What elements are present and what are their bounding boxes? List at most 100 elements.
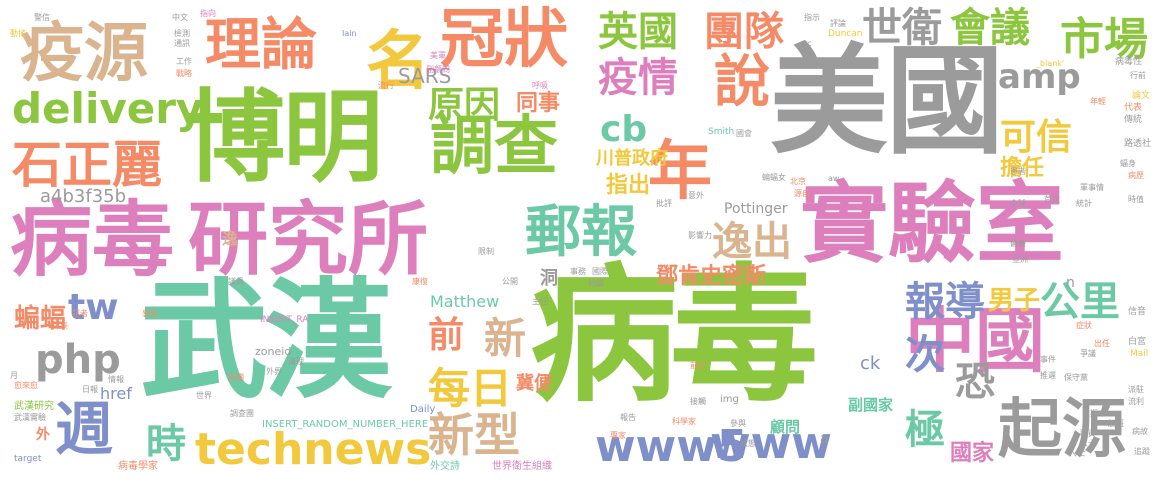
word-jibian: 冀便: [516, 373, 552, 394]
word-insert: INSERT_RANDOM_NUMBER_HERE: [262, 419, 429, 430]
word-pottinger: Pottinger: [724, 201, 788, 217]
word-xinwen: 信音: [1128, 307, 1147, 317]
word-shi: 時: [146, 421, 186, 467]
word-dong: 洞: [540, 268, 558, 289]
word-matthew: Matthew: [430, 292, 500, 311]
word-danren: 擔任: [1000, 156, 1045, 181]
word-baigong: 白宮: [1128, 337, 1147, 347]
word-kong: 恐: [955, 359, 995, 405]
word-sars: SARS: [398, 64, 452, 88]
word-yuezhi: 月: [10, 371, 18, 380]
word-shichang: 市場: [1060, 14, 1148, 65]
word-boming: 博明: [185, 79, 383, 196]
word-paixi: 派駐: [1128, 385, 1144, 394]
word-beijing: 北京: [790, 177, 806, 186]
word-shijieweisheng: 世界衛生組織: [492, 461, 552, 472]
word-gongli: 公里: [1040, 279, 1120, 325]
word-href: href: [100, 384, 132, 403]
word-bingduxuejia: 病毒學家: [118, 461, 158, 472]
word-junshi: 軍事情: [1080, 183, 1104, 192]
word-src: src: [800, 39, 812, 48]
word-yingguo: 英國: [598, 9, 678, 55]
word-guwen: 顧問: [770, 418, 801, 436]
word-iain: Iain: [342, 29, 357, 38]
word-shizhengli: 石正麗: [12, 136, 162, 194]
word-xiangguan: 相關: [588, 279, 604, 288]
word-pinglun: 評論: [830, 19, 846, 28]
word-img: img: [720, 394, 739, 405]
word-yuanyin: 原因: [428, 85, 501, 126]
word-baoshou: 保守黨: [1064, 373, 1088, 382]
word-huijing: 回溯: [228, 373, 244, 382]
word-zhanlue: 戰略: [176, 69, 192, 78]
word-liuyi: 流利: [1128, 397, 1144, 406]
word-yinyuan: 議員: [228, 277, 244, 286]
word-gongkai: 公開: [502, 277, 518, 286]
word-wuhan: 武漢: [140, 267, 392, 416]
word-bianfu: 蝙蝠: [14, 304, 67, 334]
word-a: a: [820, 431, 829, 447]
word-tw: tw: [68, 287, 119, 328]
word-qingli: 清理: [288, 357, 304, 366]
word-kexin: 可信: [1000, 117, 1073, 158]
word-bingduxing: 病毒性: [1115, 57, 1143, 67]
word-zhishi: 指示: [804, 13, 820, 22]
word-lunwen: 論文: [1132, 91, 1151, 101]
word-www5: www5: [595, 421, 748, 472]
word-php: php: [35, 337, 121, 383]
word-xianzhi: 限制: [478, 247, 494, 256]
word-gongzuo: 工作: [176, 57, 192, 66]
word-ganran: 感染: [142, 309, 158, 318]
word-nianqing: 年輕: [1090, 97, 1106, 106]
word-zoneid: zoneid: [255, 345, 292, 358]
word-shiyanshi: 實驗室: [800, 172, 1065, 275]
word-zhichu: 指出: [606, 173, 651, 198]
word-wuhanyanjiu: 武漢研究: [14, 401, 54, 412]
word-luxunshe: 路透社: [1124, 139, 1152, 149]
word-rihe: 日報: [82, 385, 98, 394]
word-liuxing: 流行: [378, 81, 394, 90]
word-diaocha: 調查: [430, 110, 558, 184]
word-mail: Mail: [1130, 349, 1149, 359]
word-ji: 極: [905, 407, 945, 453]
word-ck: ck: [860, 353, 881, 374]
word-kangying: 康復: [412, 277, 428, 286]
word-wuhanshiyan: 武漢實驗: [14, 413, 46, 422]
word-renshi: 人士: [1068, 449, 1087, 459]
word-shuo: 說: [714, 50, 770, 115]
word-youbao: 郵報: [525, 200, 637, 265]
word-huiyi: 會議: [950, 5, 1030, 51]
word-delivery: delivery: [12, 84, 204, 133]
word-qiyuan: 起源: [998, 393, 1126, 467]
word-yiqing: 疫情: [598, 55, 678, 101]
word-pipan: 批評: [656, 199, 672, 208]
word-fengshen: 蝠身: [1120, 159, 1136, 168]
word-duncan: Duncan: [828, 29, 863, 39]
word-shouce: 首次: [1044, 195, 1060, 204]
word-daily: Daily: [410, 404, 436, 415]
word-binggu: 病故: [1132, 427, 1148, 436]
word-caiji: 採集: [52, 321, 68, 330]
word-ming: 名: [366, 25, 430, 99]
word-amp: amp: [998, 57, 1081, 97]
word-waijie: 外界: [266, 367, 282, 376]
word-bingdu-mid: 病毒: [10, 193, 175, 288]
word-insert-ra: INSERT_RA: [260, 315, 309, 325]
word-baodao: 報導: [905, 279, 985, 325]
word-jingxin: 警信: [34, 13, 50, 22]
word-wai: 外: [36, 427, 50, 443]
word-tongxun: 通訊: [174, 39, 190, 48]
word-www: www: [710, 418, 832, 469]
word-zhuren: 主任: [532, 297, 548, 306]
word-tongshi: 同事: [516, 91, 561, 116]
word-qimo: 期末: [1090, 409, 1106, 418]
word-meiri: 每日: [428, 364, 513, 413]
word-waijiao: 外交詩: [430, 461, 460, 472]
word-dengkenshimisi: 鄧肯史密斯: [656, 264, 767, 289]
word-bianfunv: 蝙蝠女: [762, 173, 786, 182]
word-chuanpu: 川普政府: [596, 148, 668, 169]
word-zhongwen: 中文: [172, 13, 188, 22]
word-yanjiusuo: 研究所: [188, 193, 428, 286]
word-zhou: 週: [55, 395, 114, 463]
